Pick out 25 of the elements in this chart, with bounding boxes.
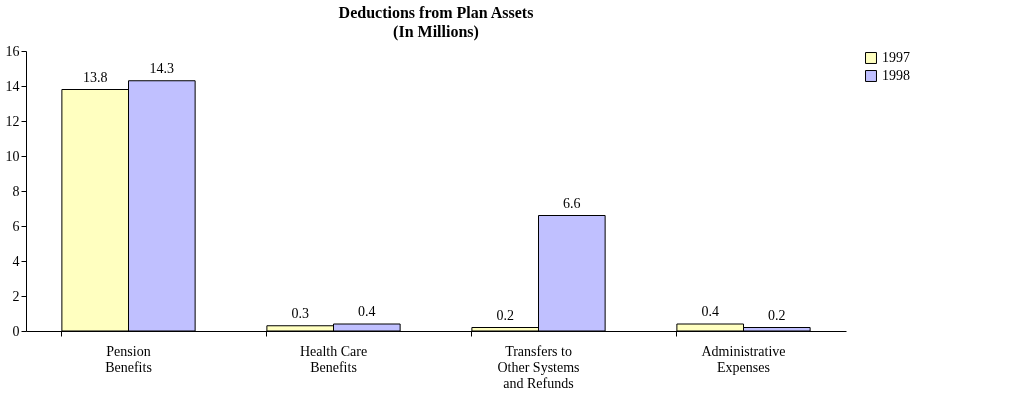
- legend-label: 1997: [882, 50, 910, 65]
- data-label: 0.4: [358, 304, 376, 319]
- y-tick-label: 4: [12, 253, 20, 269]
- chart-title: Deductions from Plan Assets: [338, 4, 534, 21]
- x-tick-label: Administrative Expenses: [701, 343, 786, 375]
- x-tick-label: Health Care Benefits: [299, 343, 368, 375]
- y-tick-label: 0: [12, 323, 20, 339]
- chart-subtitle: (In Millions): [393, 23, 479, 41]
- data-label: 0.4: [701, 304, 719, 319]
- data-label: 0.3: [291, 305, 309, 321]
- legend-label: 1998: [882, 68, 910, 83]
- data-label: 0.2: [496, 307, 514, 323]
- y-tick-label: 14: [5, 78, 20, 94]
- y-tick-label: 8: [12, 183, 20, 199]
- y-tick-label: 12: [5, 113, 20, 129]
- data-label: 6.6: [563, 195, 581, 211]
- y-tick-label: 16: [5, 43, 20, 59]
- data-label: 14.3: [149, 60, 175, 76]
- x-tick-label: Pension Benefits: [105, 343, 152, 375]
- y-tick-label: 2: [12, 288, 20, 304]
- x-tick-label: Transfers to Other Systems and Refunds: [497, 343, 580, 391]
- y-tick-label: 10: [5, 148, 20, 164]
- data-label: 13.8: [82, 69, 108, 85]
- data-label: 0.2: [768, 307, 786, 323]
- y-tick-label: 6: [12, 218, 20, 234]
